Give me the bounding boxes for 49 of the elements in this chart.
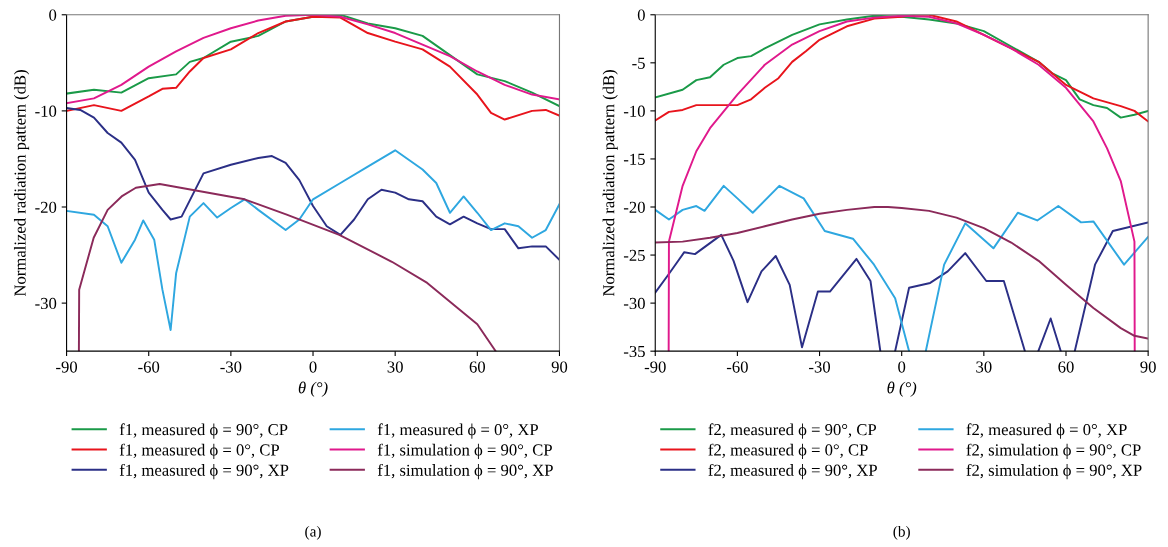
legend-label: f2, simulation ϕ = 90°, CP xyxy=(966,443,1141,459)
x-axis-title: θ (°) xyxy=(887,381,917,397)
x-tick-label: -60 xyxy=(726,361,748,373)
x-tick-label: -60 xyxy=(138,361,160,373)
x-tick-label: 60 xyxy=(469,361,486,373)
legend-label: f2, measured ϕ = 90°, XP xyxy=(708,463,877,480)
legend-label: f1, simulation ϕ = 90°, XP xyxy=(377,463,553,480)
y-tick-label: -10 xyxy=(623,105,645,117)
line-series xyxy=(66,149,560,331)
y-tick-label: -20 xyxy=(623,201,645,213)
y-tick-label: -15 xyxy=(623,153,645,165)
y-axis-title: Normalized radiation pattern (dB) xyxy=(602,70,618,297)
y-tick-label: -5 xyxy=(632,57,645,69)
y-tick-label: 0 xyxy=(49,9,57,21)
y-tick-label: -30 xyxy=(35,297,57,310)
y-tick-label: -10 xyxy=(35,105,57,117)
y-tick-label: 0 xyxy=(637,9,645,21)
x-tick-label: 0 xyxy=(898,361,906,373)
line-series xyxy=(66,107,560,261)
x-tick-label: -30 xyxy=(809,361,831,373)
y-tick-label: -30 xyxy=(623,297,645,310)
x-tick-label: 90 xyxy=(551,361,568,373)
x-tick-label: 30 xyxy=(387,361,403,373)
text: (b) xyxy=(893,525,910,540)
y-axis-title: Normalized radiation pattern (dB) xyxy=(13,70,30,297)
line-series xyxy=(655,206,1149,340)
x-tick-label: 90 xyxy=(1140,361,1156,373)
x-tick-label: -90 xyxy=(644,361,666,373)
y-tick-label: -35 xyxy=(623,345,645,358)
y-tick-label: -20 xyxy=(35,201,57,213)
y-tick-label: -25 xyxy=(623,249,645,261)
x-tick-label: -30 xyxy=(220,361,242,373)
x-axis-title: θ (°) xyxy=(298,381,328,397)
x-tick-label: -90 xyxy=(56,361,78,373)
legend-label: f1, simulation ϕ = 90°, CP xyxy=(377,443,552,459)
legend-label: f1, measured ϕ = 90°, XP xyxy=(119,463,289,480)
legend-label: f1, measured ϕ = 90°, CP xyxy=(119,423,288,439)
line-series xyxy=(77,182,497,352)
text: (a) xyxy=(305,525,321,540)
legend-label: f2, measured ϕ = 0°, CP xyxy=(708,443,868,459)
x-tick-label: 60 xyxy=(1058,361,1074,373)
legend-label: f2, measured ϕ = 90°, CP xyxy=(708,423,877,439)
x-tick-label: 30 xyxy=(976,361,992,373)
legend-label: f2, measured ϕ = 0°, XP xyxy=(966,423,1127,439)
legend-label: f2, simulation ϕ = 90°, XP xyxy=(966,463,1142,480)
x-tick-label: 0 xyxy=(309,361,317,373)
legend-label: f1, measured ϕ = 0°, XP xyxy=(377,423,538,439)
line-series xyxy=(667,14,1136,352)
legend-label: f1, measured ϕ = 0°, CP xyxy=(119,443,280,459)
